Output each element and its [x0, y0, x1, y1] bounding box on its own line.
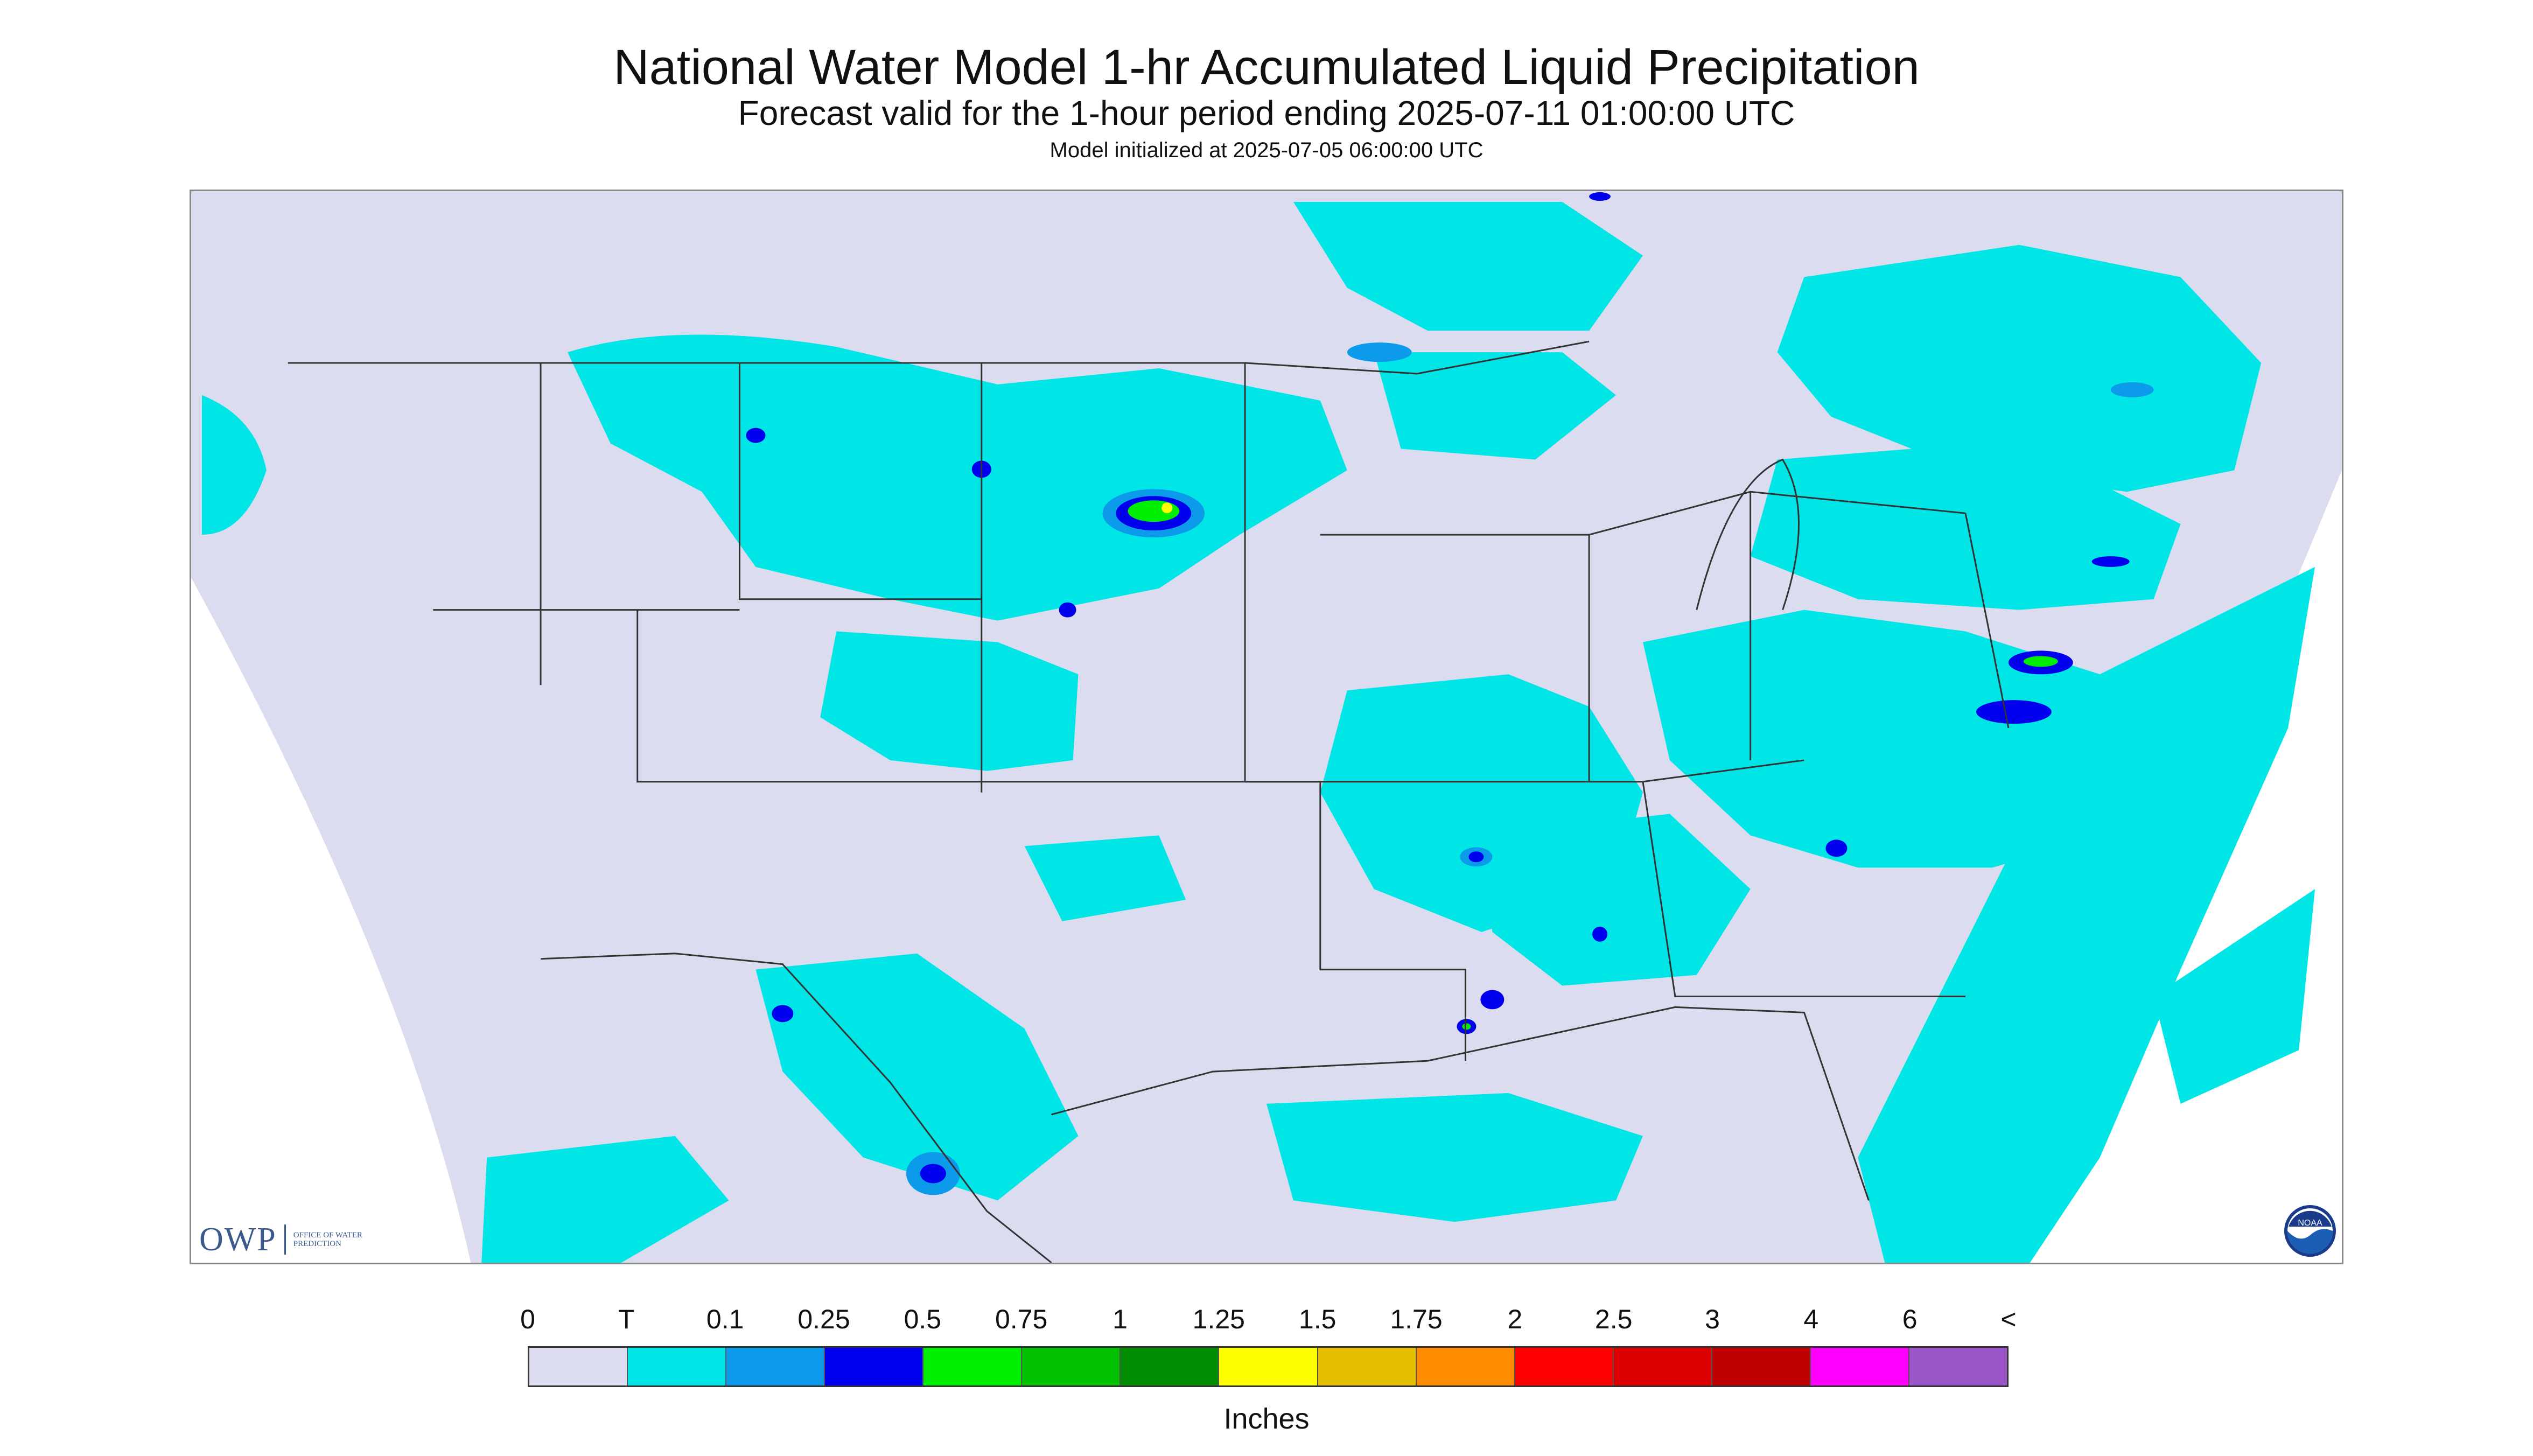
legend-swatch	[1613, 1348, 1712, 1385]
color-legend	[528, 1346, 2009, 1387]
precipitation-map	[190, 190, 2343, 1264]
legend-swatch	[628, 1348, 727, 1385]
legend-label: 0.5	[904, 1304, 942, 1334]
legend-swatch	[825, 1348, 924, 1385]
legend-swatch	[1712, 1348, 1811, 1385]
legend-swatch	[1022, 1348, 1121, 1385]
legend-swatch	[1810, 1348, 1909, 1385]
legend-swatch	[529, 1348, 628, 1385]
owp-logo-divider	[284, 1224, 286, 1255]
legend-label: 6	[1902, 1304, 1918, 1334]
legend-label: 4	[1803, 1304, 1819, 1334]
legend-label: 1.5	[1298, 1304, 1337, 1334]
legend-label: 0	[520, 1304, 535, 1334]
owp-logo: OWP OFFICE OF WATER PREDICTION	[199, 1218, 369, 1261]
boundaries-layer	[288, 340, 2010, 1263]
forecast-valid-text: Forecast valid for the 1-hour period end…	[738, 94, 1795, 132]
legend-label: 0.25	[797, 1304, 850, 1334]
owp-logo-mark: OWP	[199, 1221, 277, 1258]
legend-label: 2.5	[1594, 1304, 1633, 1334]
legend-label: 2	[1507, 1304, 1523, 1334]
model-initialized-text: Model initialized at 2025-07-05 06:00:00…	[1049, 138, 1484, 162]
legend-swatch	[1121, 1348, 1220, 1385]
legend-label: 1.25	[1192, 1304, 1245, 1334]
legend-label: T	[618, 1304, 635, 1334]
legend-swatch	[1909, 1348, 2007, 1385]
legend-swatch	[1318, 1348, 1417, 1385]
legend-labels: 0 T 0.1 0.25 0.5 0.75 1 1.25 1.5 1.75 2 2.5 3 4 6 <	[520, 1303, 2017, 1335]
legend-label: 0.1	[706, 1304, 744, 1334]
legend-swatch	[923, 1348, 1023, 1385]
legend-label: 3	[1705, 1304, 1720, 1334]
legend-label: 0.75	[995, 1304, 1048, 1334]
noaa-logo: NOAA	[2284, 1205, 2336, 1257]
legend-units: Inches	[1223, 1403, 1310, 1435]
legend-swatch	[726, 1348, 825, 1385]
map-title: National Water Model 1-hr Accumulated Li…	[613, 40, 1920, 95]
trace-precip-layer	[201, 201, 2315, 1263]
legend-label: 1.75	[1390, 1304, 1443, 1334]
legend-swatch	[1416, 1348, 1515, 1385]
heavy-precip-layer	[746, 192, 2154, 1195]
owp-logo-text: OFFICE OF WATER PREDICTION	[293, 1231, 362, 1248]
legend-label: 1	[1112, 1304, 1128, 1334]
noaa-logo-text: NOAA	[2298, 1219, 2322, 1228]
legend-swatch	[1219, 1348, 1318, 1385]
legend-swatch	[1515, 1348, 1614, 1385]
map-canvas	[191, 191, 2342, 1263]
legend-label: <	[2000, 1304, 2017, 1334]
